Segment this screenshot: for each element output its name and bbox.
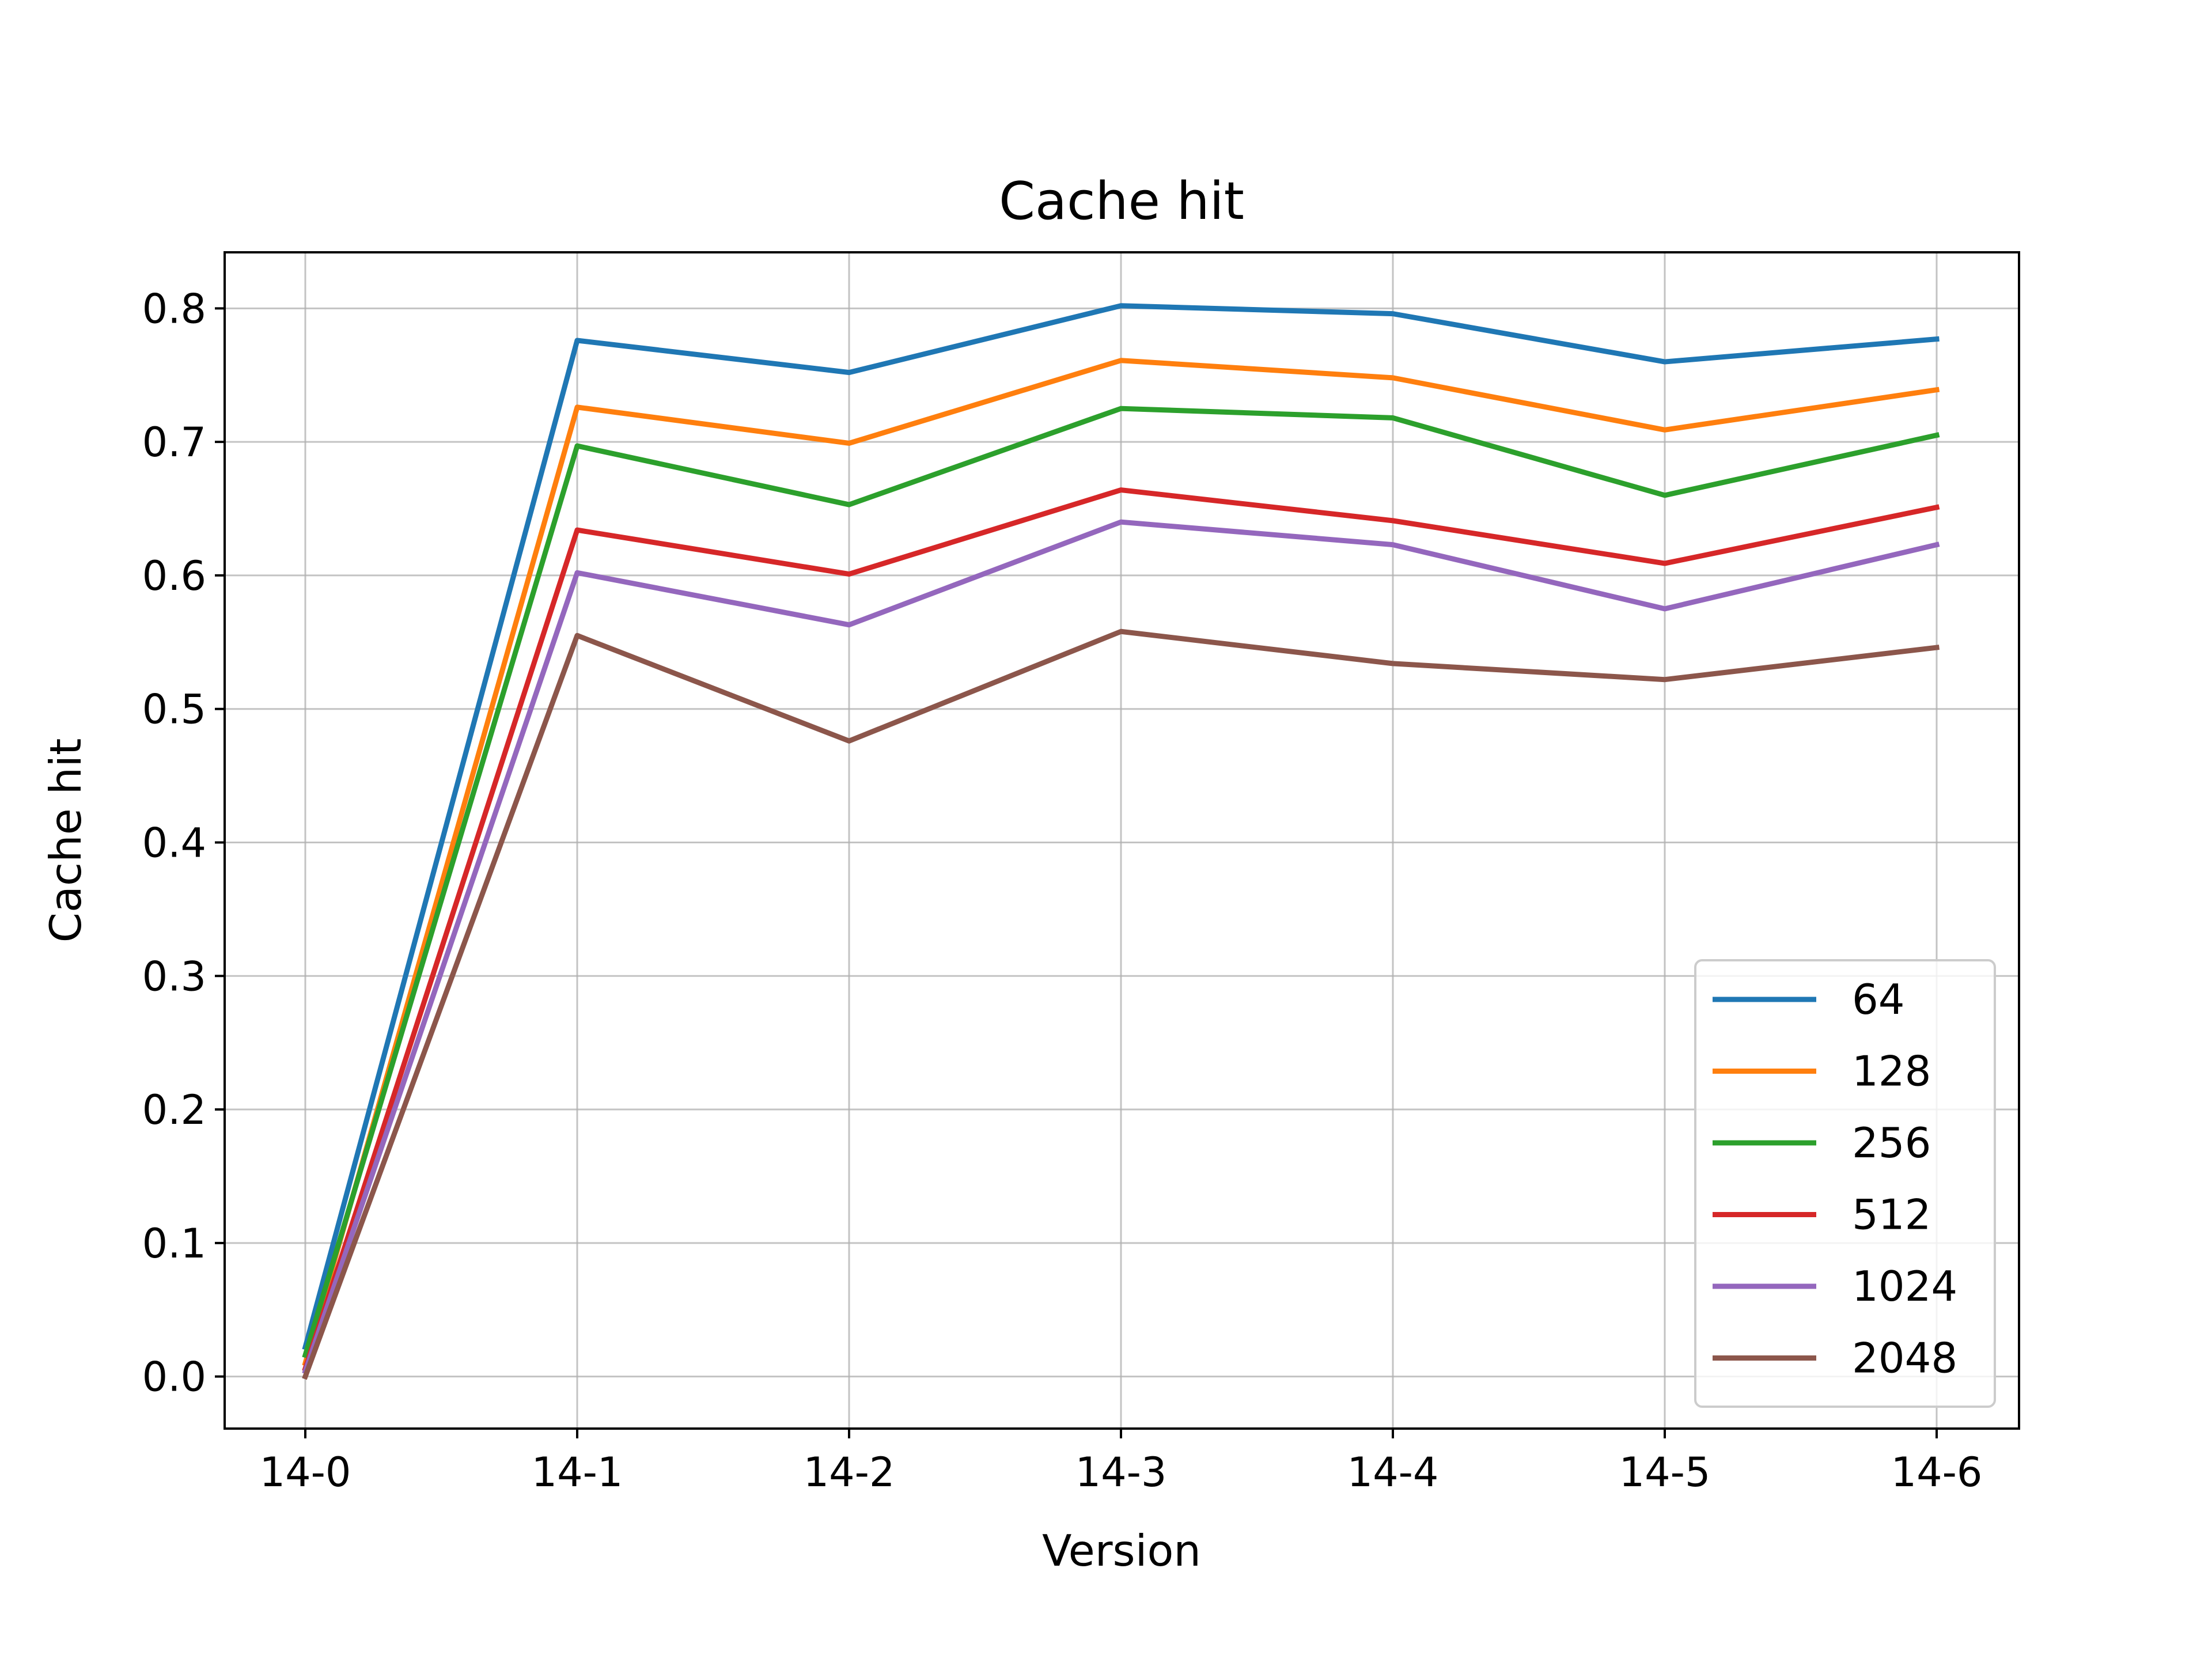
x-tick-label: 14-2 xyxy=(804,1449,895,1496)
y-tick-label: 0.4 xyxy=(142,819,206,866)
x-tick-label: 14-4 xyxy=(1347,1449,1439,1496)
y-tick-label: 0.3 xyxy=(142,953,206,1000)
x-tick-label: 14-6 xyxy=(1891,1449,1983,1496)
x-tick-label: 14-3 xyxy=(1075,1449,1167,1496)
y-axis-label: Cache hit xyxy=(40,738,91,943)
legend-label-2048: 2048 xyxy=(1852,1334,1957,1382)
x-tick-label: 14-1 xyxy=(532,1449,623,1496)
y-tick-label: 0.0 xyxy=(142,1354,206,1401)
series-lines-layer xyxy=(302,303,1940,1380)
series-line-1024 xyxy=(302,519,1940,1375)
legend: 64 128 256 512 1024 2048 xyxy=(1694,959,1996,1408)
legend-label-256: 256 xyxy=(1852,1119,1931,1167)
series-line-64 xyxy=(302,303,1940,1351)
x-tick-label: 14-0 xyxy=(260,1449,351,1496)
y-tick-label: 0.7 xyxy=(142,419,206,466)
y-tick-label: 0.5 xyxy=(142,686,206,733)
ticks-layer: 14-0 14-1 14-2 14-3 14-4 14-5 14-6 0.0 0.1 0.2 0.3… xyxy=(142,285,1983,1496)
legend-label-128: 128 xyxy=(1852,1047,1931,1096)
x-axis-label: Version xyxy=(1042,1525,1201,1576)
series-line-512 xyxy=(302,487,1940,1372)
grid-layer xyxy=(225,252,2019,1429)
y-tick-label: 0.2 xyxy=(142,1086,206,1134)
y-tick-label: 0.8 xyxy=(142,285,206,332)
legend-label-1024: 1024 xyxy=(1852,1262,1957,1310)
chart-title: Cache hit xyxy=(999,171,1244,232)
series-line-256 xyxy=(302,406,1940,1359)
series-line-128 xyxy=(302,358,1940,1366)
y-tick-label: 0.1 xyxy=(142,1220,206,1267)
legend-label-512: 512 xyxy=(1852,1191,1931,1239)
y-tick-label: 0.6 xyxy=(142,552,206,600)
legend-label-64: 64 xyxy=(1852,975,1905,1024)
x-tick-label: 14-5 xyxy=(1619,1449,1711,1496)
series-line-2048 xyxy=(302,628,1940,1380)
